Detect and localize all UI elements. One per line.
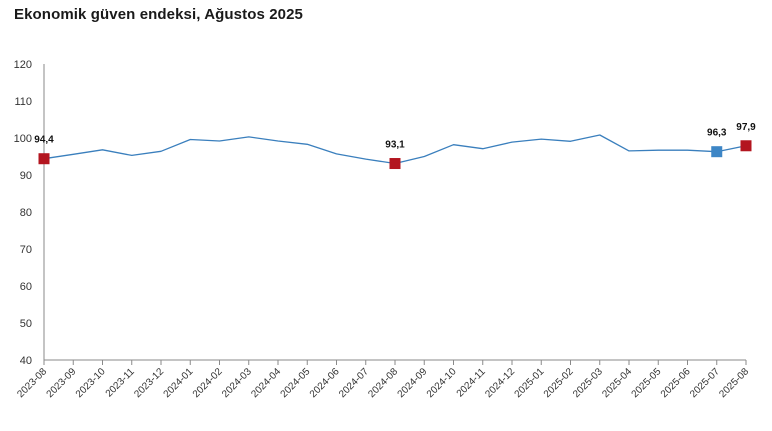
x-tick-label: 2025-08 [717, 366, 751, 400]
data-label: 96,3 [707, 128, 727, 139]
y-tick-label: 90 [20, 170, 32, 182]
x-tick-label: 2025-01 [513, 366, 547, 400]
x-tick-label: 2024-05 [279, 366, 313, 400]
y-tick-label: 50 [20, 318, 32, 330]
x-tick-label: 2024-01 [162, 366, 196, 400]
y-tick-label: 100 [14, 133, 32, 145]
x-tick-label: 2023-12 [132, 366, 166, 400]
x-tick-label: 2025-07 [688, 366, 722, 400]
x-tick-label: 2023-08 [15, 366, 49, 400]
data-point-marker [38, 153, 50, 165]
data-label: 97,9 [736, 122, 756, 133]
x-tick-label: 2023-09 [45, 366, 79, 400]
chart-title: Ekonomik güven endeksi, Ağustos 2025 [14, 6, 303, 23]
x-tick-label: 2025-04 [600, 366, 634, 400]
x-tick-label: 2025-05 [630, 366, 664, 400]
y-tick-label: 120 [14, 59, 32, 71]
x-tick-label: 2023-10 [74, 366, 108, 400]
x-tick-label: 2024-07 [337, 366, 371, 400]
x-tick-label: 2024-12 [483, 366, 517, 400]
x-tick-label: 2024-03 [220, 366, 254, 400]
data-point-marker [389, 158, 401, 170]
x-tick-label: 2024-02 [191, 366, 225, 400]
data-point-marker [711, 146, 723, 158]
y-tick-label: 70 [20, 244, 32, 256]
x-tick-label: 2024-06 [308, 366, 342, 400]
x-axis: 2023-082023-092023-102023-112023-122024-… [15, 359, 751, 400]
x-tick-label: 2025-06 [659, 366, 693, 400]
x-tick-label: 2024-10 [425, 366, 459, 400]
x-tick-label: 2025-03 [571, 366, 605, 400]
x-tick-label: 2024-11 [455, 366, 489, 400]
data-label: 93,1 [385, 140, 405, 151]
y-tick-label: 110 [14, 96, 32, 108]
y-tick-label: 80 [20, 207, 32, 219]
x-tick-label: 2024-09 [396, 366, 430, 400]
x-tick-label: 2024-04 [249, 366, 283, 400]
x-tick-label: 2023-11 [104, 366, 138, 400]
highlight-markers: 94,4 93,1 96,3 97,9 [34, 122, 756, 170]
y-axis: 40 50 60 70 80 90 100 110 120 [14, 59, 45, 367]
y-tick-label: 40 [20, 355, 32, 367]
data-label: 94,4 [34, 135, 54, 146]
x-tick-label: 2024-08 [366, 366, 400, 400]
y-tick-label: 60 [20, 281, 32, 293]
x-tick-label: 2025-02 [542, 366, 576, 400]
data-point-marker [740, 140, 752, 152]
